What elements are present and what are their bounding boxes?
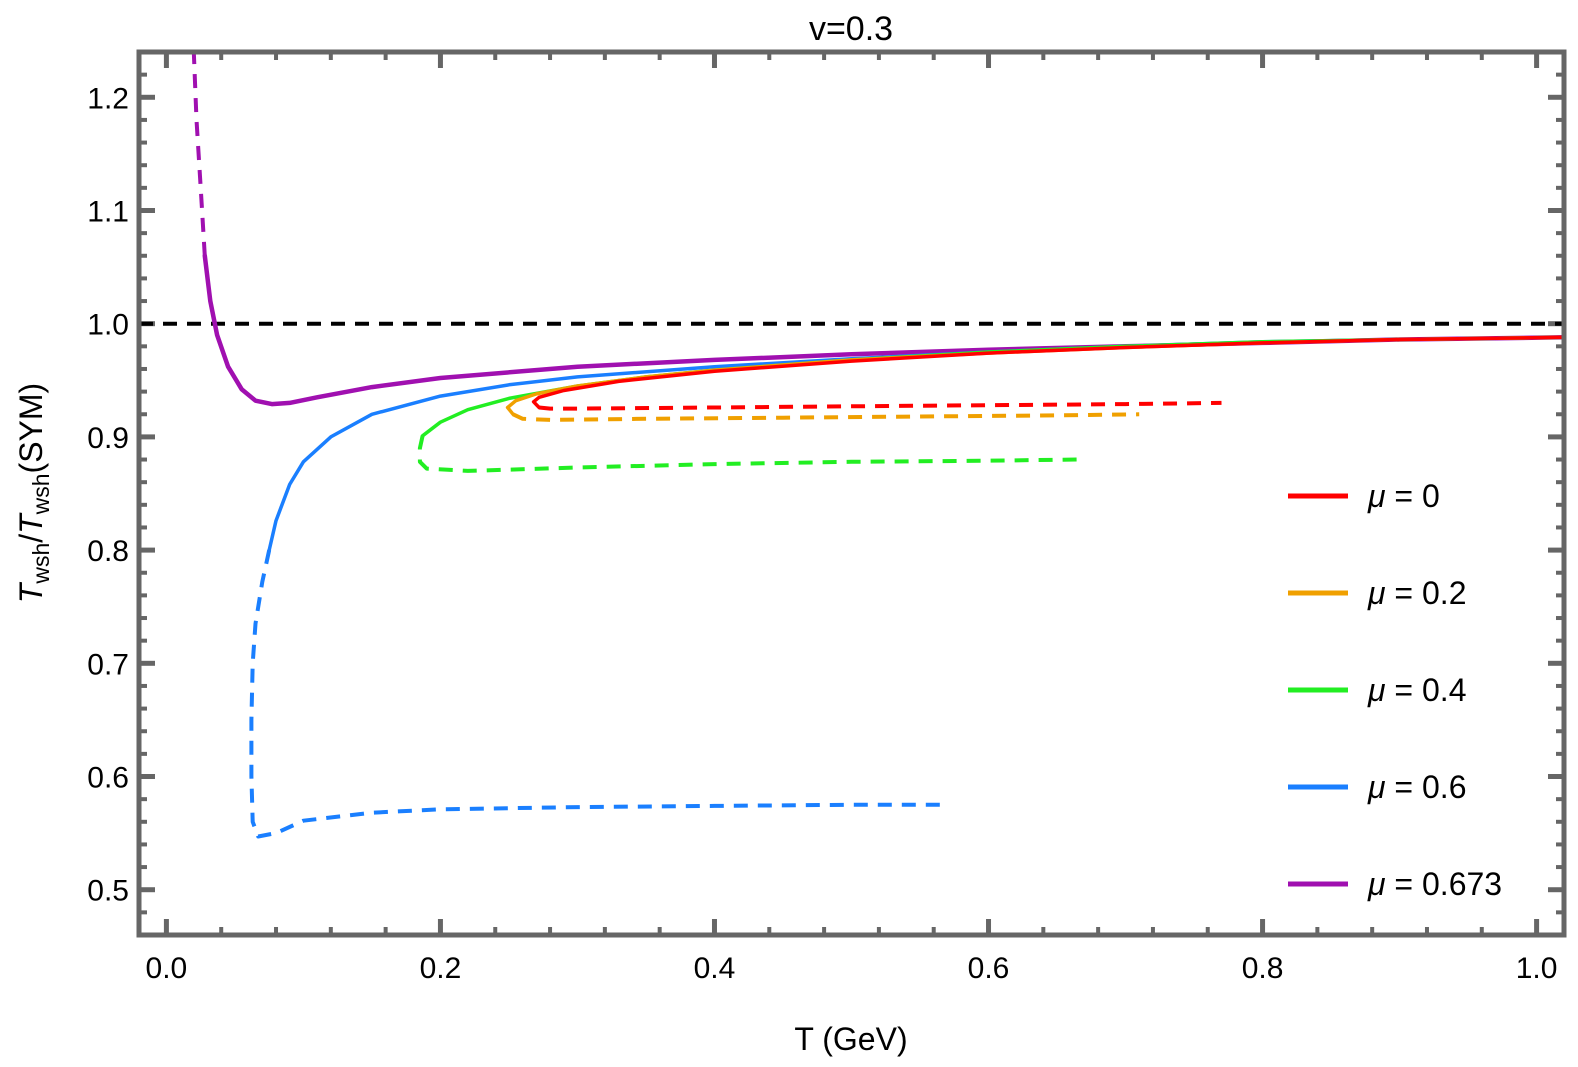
y-tick-label: 0.5 (87, 875, 129, 908)
chart-title: v=0.3 (809, 10, 893, 48)
y-tick-label: 0.7 (87, 648, 129, 681)
legend: μ = 0μ = 0.2μ = 0.4μ = 0.6μ = 0.673 (1288, 478, 1502, 902)
tick-labels-layer: 0.0 0.2 0.4 0.6 0.8 1.0 0.5 0.6 0.7 0.8 0.9 1.0 1.1 1… (87, 82, 1557, 985)
y-label-tail: (SYM) (13, 383, 49, 474)
x-tick-label: 0.8 (1242, 952, 1284, 985)
legend-mu-symbol: μ (1367, 575, 1386, 611)
legend-mu-symbol: μ (1367, 866, 1386, 902)
y-label-sub2: wsh (28, 473, 54, 515)
plot-frame (136, 49, 1567, 938)
legend-mu-value: = 0.673 (1386, 866, 1503, 902)
series-3-stable-line (267, 335, 1564, 552)
legend-label-3: μ = 0.6 (1367, 769, 1466, 805)
series-0-stable-line (531, 335, 1564, 410)
x-axis-label: T (GeV) (794, 1021, 907, 1057)
series-4-stable-line (202, 253, 1564, 407)
x-tick-label: 1.0 (1516, 952, 1558, 985)
ticks-layer (139, 50, 1564, 937)
legend-label-1: μ = 0.2 (1367, 575, 1466, 611)
series-0-unstable-line (538, 400, 1222, 411)
legend-label-4: μ = 0.673 (1367, 866, 1502, 902)
x-tick-label: 0.0 (146, 952, 188, 985)
y-tick-label: 1.1 (87, 195, 129, 228)
x-tick-label: 0.2 (420, 952, 462, 985)
series-2-unstable-line (417, 435, 1078, 473)
y-tick-label: 0.8 (87, 535, 129, 568)
y-label-t1: T (13, 581, 49, 603)
x-tick-label: 0.4 (694, 952, 736, 985)
legend-mu-symbol: μ (1367, 478, 1386, 514)
legend-mu-value: = 0.4 (1386, 672, 1467, 708)
series-layer (191, 52, 1564, 839)
y-axis-label: Twsh/Twsh(SYM) (13, 383, 54, 603)
y-label-sub1: wsh (28, 543, 54, 585)
series-1-unstable-line (512, 412, 1140, 422)
y-label-t2: T (13, 512, 49, 534)
y-tick-label: 1.0 (87, 309, 129, 342)
legend-mu-symbol: μ (1367, 769, 1386, 805)
y-label-slash: / (13, 534, 49, 543)
series-4-unstable-line (191, 52, 207, 256)
x-tick-label: 0.6 (968, 952, 1010, 985)
legend-mu-symbol: μ (1367, 672, 1386, 708)
legend-mu-value: = 0.2 (1386, 575, 1467, 611)
y-tick-label: 0.6 (87, 762, 129, 795)
series-3-unstable-line (249, 549, 948, 839)
y-tick-label: 1.2 (87, 82, 129, 115)
legend-label-2: μ = 0.4 (1367, 672, 1466, 708)
legend-label-0: μ = 0 (1367, 478, 1440, 514)
legend-mu-value: = 0.6 (1386, 769, 1467, 805)
y-tick-label: 0.9 (87, 422, 129, 455)
legend-mu-value: = 0 (1386, 478, 1440, 514)
